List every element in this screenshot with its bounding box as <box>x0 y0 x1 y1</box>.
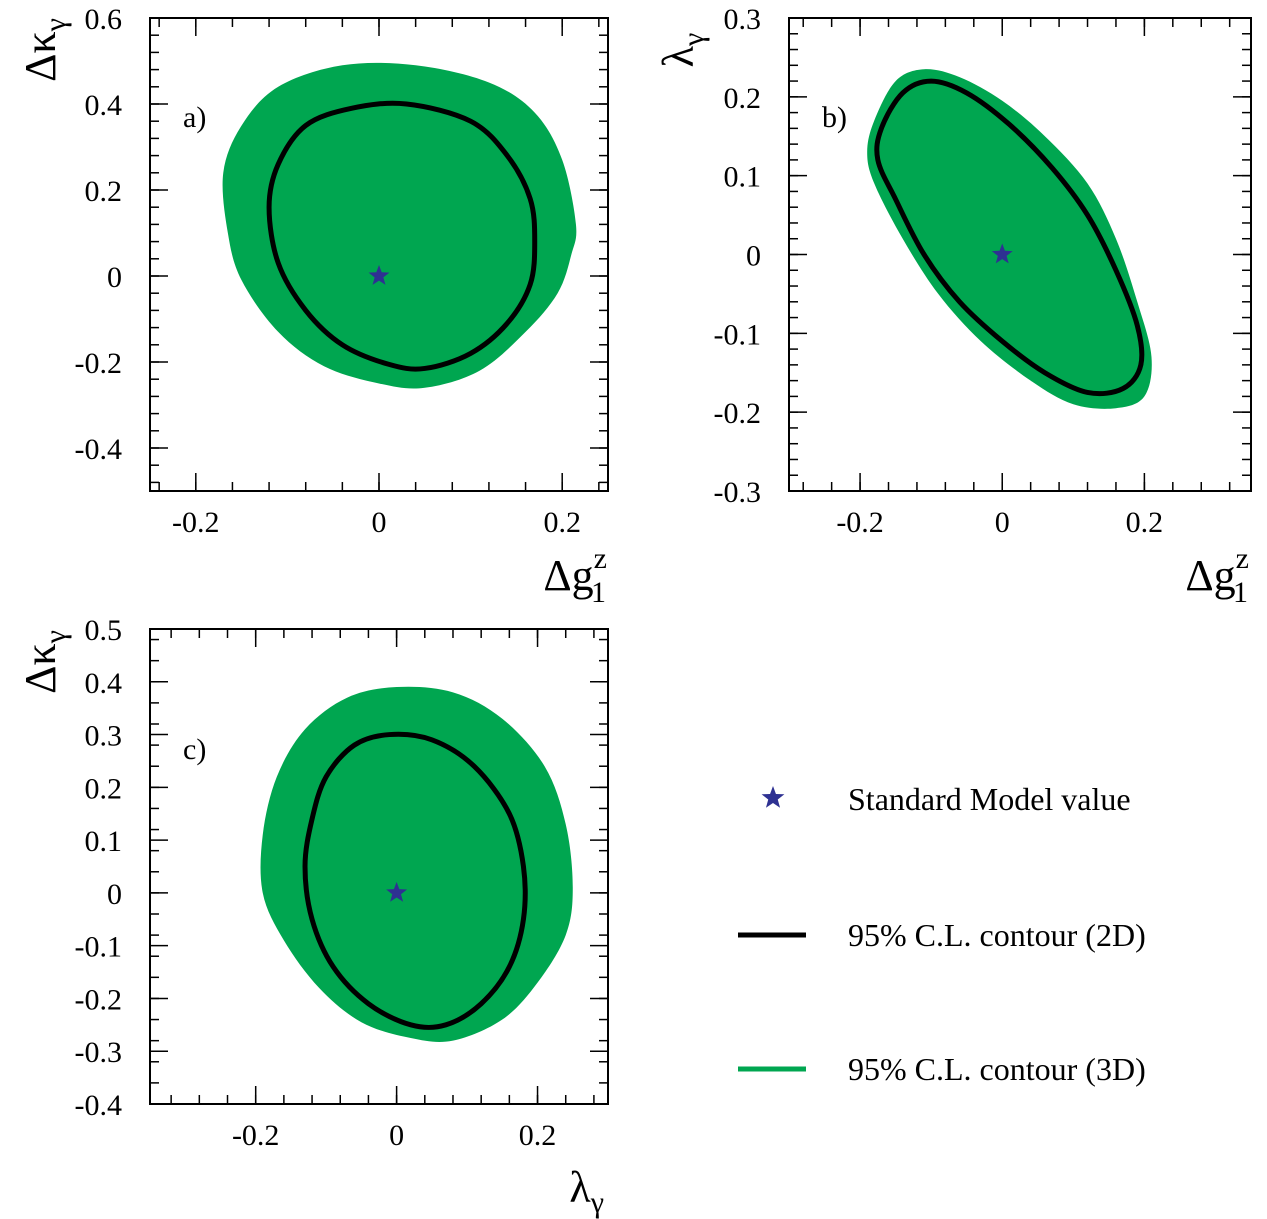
y-tick-label: 0.3 <box>724 3 762 36</box>
y-tick-label: 0.6 <box>85 3 123 36</box>
y-tick-label: -0.2 <box>75 347 123 380</box>
y-axis-label-sub: γ <box>39 18 72 32</box>
x-axis-label: λγ <box>569 1163 604 1219</box>
x-axis-label-sub: 1 <box>1233 576 1248 609</box>
legend-label-standard-model: Standard Model value <box>848 781 1131 817</box>
x-axis-label-base: λ <box>569 1163 591 1212</box>
y-tick-label: -0.4 <box>75 1089 123 1122</box>
contour-3d-region <box>222 62 577 389</box>
legend-label-2d-contour: 95% C.L. contour (2D) <box>848 917 1146 953</box>
legend-label-3d-contour: 95% C.L. contour (3D) <box>848 1051 1146 1087</box>
panel-label: c) <box>183 733 206 766</box>
x-axis-label-base: Δg <box>1185 551 1235 600</box>
x-tick-label: 0 <box>372 506 387 539</box>
legend-star-icon <box>761 786 785 808</box>
y-tick-label: 0.1 <box>724 161 762 194</box>
y-tick-label: -0.3 <box>75 1036 123 1069</box>
x-axis-label: Δgz 1 <box>1185 542 1249 609</box>
y-tick-label: -0.2 <box>75 983 123 1016</box>
x-axis-label-base: Δg <box>543 551 593 600</box>
sm-value-star-icon <box>991 243 1013 264</box>
y-tick-label: -0.1 <box>714 318 762 351</box>
tick-marks <box>150 17 608 491</box>
y-tick-label: 0.2 <box>724 82 762 115</box>
y-axis-label-sub: γ <box>39 630 72 644</box>
y-tick-label: 0.3 <box>85 720 123 753</box>
contour-3d-region <box>260 686 573 1043</box>
x-tick-label: -0.2 <box>232 1119 280 1152</box>
y-axis-label-base: Δκ <box>16 31 65 81</box>
x-tick-label: 0 <box>995 506 1010 539</box>
sm-value-star-icon <box>386 881 408 902</box>
plot-frame <box>149 628 609 1105</box>
y-tick-label: 0 <box>746 240 761 273</box>
y-tick-label: 0.4 <box>85 89 123 122</box>
x-tick-label: 0.2 <box>1126 506 1164 539</box>
panel-b: -0.2 0 0.2 -0.3 -0.2 -0.1 0 0.1 0.2 0.3 b) λγ Δgz 1 <box>654 3 1252 609</box>
contour-3d-region <box>867 69 1152 409</box>
y-tick-label: 0.2 <box>85 772 123 805</box>
legend-item-standard-model: Standard Model value <box>761 781 1131 817</box>
tick-marks <box>150 628 608 1105</box>
x-axis-label-sup: z <box>594 542 607 575</box>
contour-2d-line <box>266 100 538 372</box>
y-axis-label-base: Δκ <box>16 643 65 693</box>
x-tick-label: -0.2 <box>172 506 220 539</box>
legend-item-3d-contour: 95% C.L. contour (3D) <box>738 1051 1146 1087</box>
legend-item-2d-contour: 95% C.L. contour (2D) <box>738 917 1146 953</box>
y-tick-label: 0 <box>107 261 122 294</box>
contour-2d-line <box>302 731 528 1030</box>
panel-c: -0.2 0 0.2 -0.4 -0.3 -0.2 -0.1 0 0.1 0.2 0.3 0.4 0.5… <box>16 614 609 1219</box>
panel-label: b) <box>822 101 847 134</box>
x-axis-label-sup: z <box>1236 542 1249 575</box>
panel-label: a) <box>183 101 206 134</box>
y-axis-label: λγ <box>654 33 710 68</box>
y-tick-label: -0.4 <box>75 433 123 466</box>
x-tick-label: 0 <box>389 1119 404 1152</box>
sm-value-star-icon <box>368 265 390 285</box>
tick-marks <box>789 17 1251 492</box>
x-tick-label: 0.2 <box>543 506 581 539</box>
y-tick-label: 0.4 <box>85 667 123 700</box>
panel-a: -0.2 0 0.2 -0.4 -0.2 0 0.2 0.4 0.6 a) Δκγ Δgz 1 <box>16 3 609 609</box>
y-tick-label: -0.1 <box>75 931 123 964</box>
x-axis-label-sub: γ <box>590 1186 604 1219</box>
y-tick-label: -0.2 <box>714 397 762 430</box>
x-axis-label: Δgz 1 <box>543 542 607 609</box>
x-axis-label-sub: 1 <box>591 576 606 609</box>
y-axis-label-sub: γ <box>677 33 710 47</box>
y-axis-label-base: λ <box>654 45 703 67</box>
y-tick-label: 0.1 <box>85 825 123 858</box>
x-tick-label: -0.2 <box>836 506 884 539</box>
contour-2d-line <box>874 78 1145 397</box>
y-tick-label: 0.5 <box>85 614 123 647</box>
y-tick-label: 0.2 <box>85 175 123 208</box>
y-tick-label: 0 <box>107 878 122 911</box>
legend: Standard Model value 95% C.L. contour (2… <box>738 781 1146 1087</box>
y-axis-label: Δκγ <box>16 630 72 694</box>
x-tick-label: 0.2 <box>519 1119 557 1152</box>
y-tick-label: -0.3 <box>714 476 762 509</box>
y-axis-label: Δκγ <box>16 18 72 82</box>
